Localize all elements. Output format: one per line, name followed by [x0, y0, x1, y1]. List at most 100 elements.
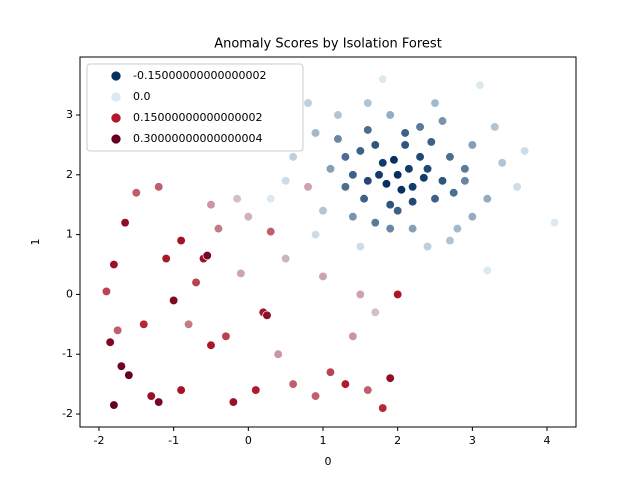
y-tick-label: 2 [66, 168, 73, 181]
point [407, 197, 418, 207]
point [183, 319, 194, 329]
point [381, 179, 392, 189]
point [467, 212, 477, 222]
point [109, 259, 119, 270]
point [437, 116, 448, 126]
y-tick-label: -2 [62, 407, 73, 420]
point [419, 173, 429, 183]
point [228, 397, 239, 407]
point [348, 331, 358, 341]
point [340, 379, 351, 389]
point [281, 176, 291, 186]
point [363, 98, 373, 108]
point [445, 152, 455, 162]
point [385, 223, 395, 234]
x-axis-label: 0 [325, 455, 332, 468]
plot-frame [79, 56, 577, 428]
point [519, 146, 530, 156]
point [310, 391, 321, 401]
point [407, 223, 418, 234]
legend-marker [110, 91, 122, 103]
point [415, 122, 425, 132]
point [251, 385, 261, 395]
legend-label: 0.0 [133, 90, 151, 103]
point [236, 268, 246, 279]
point [281, 253, 291, 264]
point [112, 325, 123, 335]
point [378, 403, 388, 413]
point [437, 176, 448, 186]
point [340, 182, 351, 192]
point [355, 289, 365, 300]
point [131, 188, 141, 198]
point [154, 397, 164, 407]
point [497, 158, 507, 168]
point [154, 182, 164, 192]
x-tick-label: -1 [168, 434, 179, 447]
point [512, 182, 522, 192]
point [340, 152, 351, 162]
point [303, 182, 313, 192]
point [176, 385, 186, 395]
point [243, 212, 253, 222]
point [120, 218, 130, 228]
point [378, 74, 388, 84]
point [355, 241, 365, 252]
point [266, 194, 276, 204]
point [333, 110, 343, 120]
point [549, 218, 560, 228]
point [139, 319, 149, 329]
point [288, 379, 298, 389]
x-tick-label: 2 [394, 434, 401, 447]
point [374, 170, 384, 180]
point [161, 253, 171, 264]
x-tick-label: 3 [469, 434, 476, 447]
point [105, 337, 115, 347]
point [109, 400, 119, 410]
point [206, 340, 216, 350]
point [359, 194, 369, 204]
point [385, 200, 395, 210]
point [400, 128, 410, 138]
legend: -0.15000000000000002 0.0 0.150000000000000… [86, 63, 304, 152]
point [415, 152, 425, 162]
point [422, 241, 433, 252]
point [475, 80, 485, 90]
y-axis-label: 1 [29, 239, 42, 246]
y-tick-label: 1 [66, 228, 73, 241]
point [393, 289, 403, 300]
point [273, 349, 283, 359]
point [449, 188, 459, 198]
point [348, 170, 358, 180]
point [310, 229, 321, 240]
point [452, 223, 463, 234]
point [318, 271, 328, 282]
point [266, 226, 276, 237]
point [116, 361, 127, 371]
point [348, 212, 358, 222]
point [363, 176, 373, 186]
point [221, 331, 231, 341]
x-tick-label: 4 [544, 434, 551, 447]
point [385, 373, 395, 383]
point [393, 206, 403, 216]
point [146, 391, 156, 401]
point [385, 110, 395, 120]
point [370, 218, 380, 228]
point [430, 98, 440, 108]
legend-box [86, 63, 304, 152]
point [404, 164, 414, 174]
x-tick-label: 1 [319, 434, 326, 447]
chart-title: Anomaly Scores by Isolation Forest [214, 37, 442, 52]
point [191, 277, 201, 288]
point [202, 250, 212, 261]
y-tick-label: 0 [66, 287, 73, 300]
point [363, 385, 373, 395]
point [482, 194, 492, 204]
point [363, 125, 373, 135]
legend-label: -0.15000000000000002 [133, 69, 266, 82]
point [206, 200, 216, 210]
x-tick-label: -2 [93, 434, 104, 447]
legend-marker [110, 133, 122, 145]
y-tick-label: -1 [62, 347, 73, 360]
